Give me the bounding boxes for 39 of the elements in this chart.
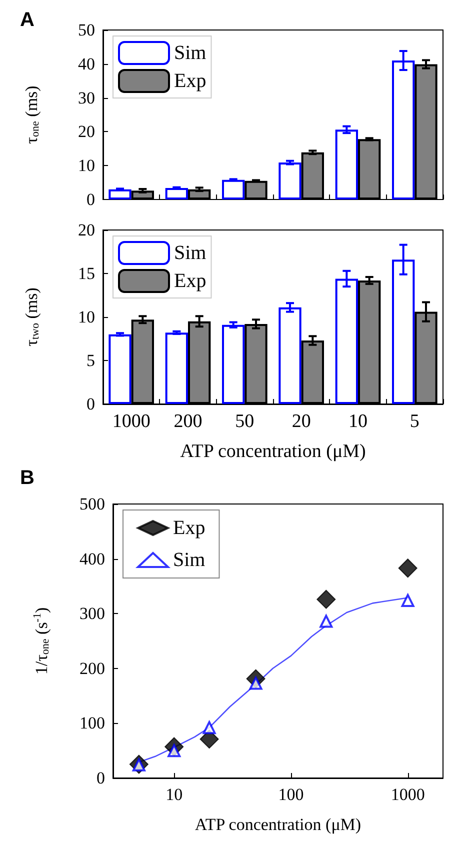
y-tick-label: 10 bbox=[78, 156, 95, 176]
x-tick-label: 1000 bbox=[390, 785, 425, 804]
legend-label: Exp bbox=[174, 70, 206, 92]
x-tick-label: 1000 bbox=[112, 411, 150, 432]
y-tick-label: 0 bbox=[86, 394, 95, 414]
y-tick-label: 300 bbox=[80, 604, 105, 624]
y-tick-label: 500 bbox=[80, 494, 105, 514]
text: B bbox=[20, 467, 34, 489]
text: A bbox=[20, 9, 34, 31]
legend-label: Exp bbox=[174, 270, 206, 292]
x-axis-title: ATP concentration (μM) bbox=[194, 815, 362, 834]
y-tick-label: 0 bbox=[86, 190, 95, 209]
x-tick-label: 50 bbox=[235, 411, 254, 432]
x-tick-label: 5 bbox=[410, 411, 420, 432]
y-tick-label: 5 bbox=[86, 351, 95, 370]
x-tick-label: 10 bbox=[166, 785, 183, 804]
y-axis-title: τone (ms) bbox=[22, 86, 42, 144]
legend-label: Exp bbox=[173, 517, 206, 539]
legend-label: Sim bbox=[174, 42, 207, 64]
y-tick-label: 15 bbox=[78, 264, 95, 283]
y-tick-label: 20 bbox=[78, 122, 95, 142]
y-tick-label: 100 bbox=[80, 714, 105, 733]
y-tick-label: 10 bbox=[78, 308, 95, 326]
y-tick-label: 200 bbox=[80, 658, 105, 678]
y-tick-label: 20 bbox=[78, 220, 95, 240]
x-axis-title: ATP concentration (μM) bbox=[180, 441, 366, 462]
y-tick-label: 400 bbox=[80, 549, 105, 568]
y-tick-label: 30 bbox=[78, 88, 95, 108]
x-tick-label: 10 bbox=[348, 411, 368, 432]
legend-label: Sim bbox=[174, 242, 207, 264]
y-tick-label: 40 bbox=[78, 54, 95, 74]
y-axis-title: τtwo (ms) bbox=[22, 288, 42, 346]
x-tick-label: 20 bbox=[292, 411, 311, 432]
x-tick-label: 200 bbox=[174, 411, 202, 432]
y-tick-label: 50 bbox=[78, 20, 95, 40]
y-tick-label: 0 bbox=[96, 768, 105, 788]
y-axis-title: 1/τone (s-1) bbox=[32, 607, 52, 675]
x-tick-label: 100 bbox=[278, 785, 304, 804]
legend-label: Sim bbox=[173, 549, 206, 571]
